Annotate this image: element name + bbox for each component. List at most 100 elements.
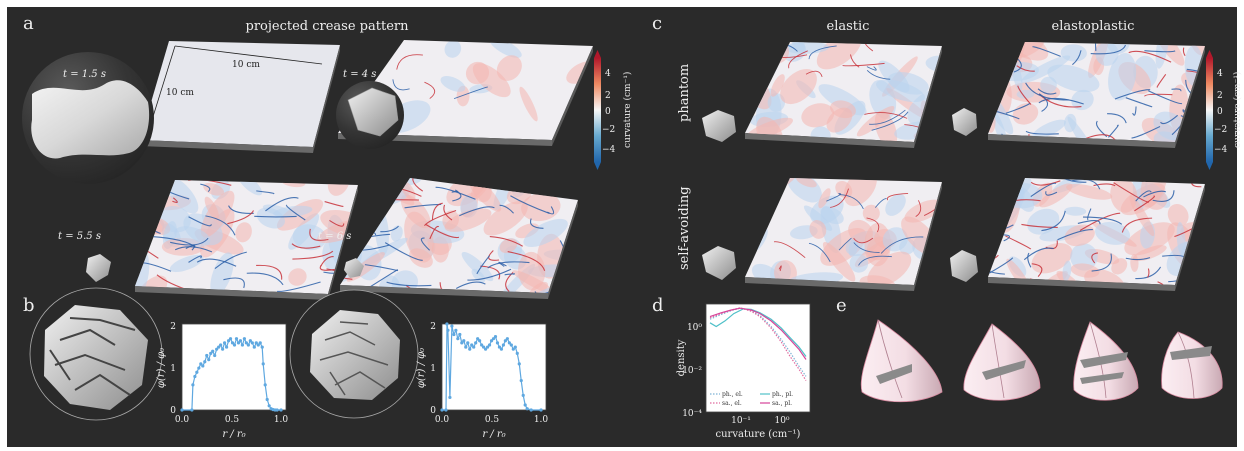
crease-line: [853, 242, 880, 253]
colorbar: [594, 58, 601, 162]
crease-line: [1025, 82, 1069, 101]
crease-line: [1091, 253, 1112, 272]
crease-patch: [816, 42, 862, 70]
crease-line: [869, 109, 906, 125]
crease-line: [348, 214, 372, 222]
crease-line: [1027, 252, 1032, 268]
crease-line: [1148, 90, 1183, 105]
data-point: [460, 341, 464, 345]
legend-label: ph., pl.: [772, 391, 793, 398]
data-point: [201, 364, 205, 368]
data-point: [515, 351, 519, 355]
data-point: [219, 343, 223, 347]
data-point: [230, 341, 235, 345]
data-point: [244, 341, 248, 345]
data-point: [252, 345, 256, 349]
crease-line: [988, 254, 999, 264]
crease-line: [766, 42, 776, 46]
crease-line: [291, 243, 321, 249]
plot-b-left-xtick: 1.0: [274, 415, 289, 425]
data-point: [232, 343, 237, 347]
crease-plate-self-avoiding-elastoplastic: [988, 178, 1205, 291]
crease-line: [864, 112, 908, 119]
crease-patch: [885, 193, 906, 216]
crease-line: [196, 258, 237, 267]
crease-line: [309, 228, 329, 241]
crease-line: [135, 227, 151, 232]
crease-patch: [1130, 254, 1139, 273]
crease-plate-t6: [340, 178, 578, 299]
crease-line: [246, 272, 284, 286]
plot-b-left-axes: [181, 323, 287, 411]
crease-line: [1090, 44, 1127, 55]
crease-patch: [1129, 195, 1155, 237]
crease-line: [396, 54, 423, 70]
cone-shape-3: [1073, 321, 1139, 401]
crease-line: [185, 244, 196, 251]
crease-patch: [523, 218, 568, 247]
crease-line: [174, 246, 213, 253]
crease-line: [340, 263, 353, 280]
crease-patch: [496, 55, 522, 81]
crease-patch: [366, 178, 381, 194]
legend-label: sa., pl.: [772, 400, 792, 407]
data-point: [236, 341, 241, 345]
plot-d-ytick: 10⁻²: [682, 366, 702, 376]
colorbar-tick: −2: [602, 125, 615, 135]
crease-patch: [1132, 245, 1167, 262]
crease-line: [886, 193, 909, 201]
crease-patch: [822, 241, 856, 282]
data-point: [495, 341, 500, 345]
data-point: [228, 337, 233, 341]
data-point: [193, 374, 197, 379]
crease-line: [1005, 103, 1031, 114]
crease-line: [1091, 252, 1099, 264]
colorbar-tick: −4: [602, 145, 616, 155]
crumpled-ball-self-avoiding-elastoplastic: [950, 250, 978, 282]
data-point: [180, 408, 184, 412]
dimension-label-x: 10 cm: [232, 60, 260, 70]
crease-patch: [1011, 61, 1023, 91]
data-point: [267, 404, 271, 408]
crease-line: [1113, 182, 1149, 203]
crease-patch: [867, 251, 912, 285]
crumpled-ball-large-1: [44, 305, 148, 410]
data-point: [444, 408, 448, 412]
flat-sheet-plate: [140, 41, 340, 153]
crease-line: [1003, 181, 1019, 194]
data-point: [195, 370, 199, 374]
crease-patch: [444, 40, 462, 58]
crease-patch: [461, 251, 494, 282]
crease-line: [745, 192, 759, 209]
data-point: [501, 343, 506, 347]
crease-line: [1152, 190, 1175, 202]
crease-line: [424, 210, 457, 227]
crease-line: [1030, 180, 1061, 186]
colorbar-2: [1206, 58, 1213, 162]
crease-line: [1023, 247, 1054, 261]
crease-line: [172, 197, 178, 203]
panel-label-a: a: [23, 13, 34, 34]
data-point: [440, 408, 444, 412]
crease-line: [1086, 134, 1116, 141]
data-point: [256, 343, 260, 347]
data-point: [191, 383, 195, 387]
colorbar-2-tick: −2: [1214, 125, 1227, 135]
data-point: [209, 351, 213, 355]
data-point: [509, 343, 513, 347]
crease-patch: [849, 253, 869, 273]
crease-line: [504, 273, 515, 276]
crease-line: [1077, 219, 1101, 225]
crease-line: [988, 219, 1002, 230]
crease-line: [575, 284, 578, 290]
crease-line: [838, 237, 852, 251]
data-point: [474, 341, 478, 345]
crease-patch: [409, 248, 433, 268]
crease-patch: [758, 42, 768, 75]
panel-label-e: e: [836, 295, 847, 316]
crease-line: [1186, 70, 1205, 86]
crease-line: [1031, 263, 1043, 277]
data-point: [263, 383, 267, 387]
crease-line: [467, 268, 512, 281]
crease-line: [866, 217, 880, 233]
